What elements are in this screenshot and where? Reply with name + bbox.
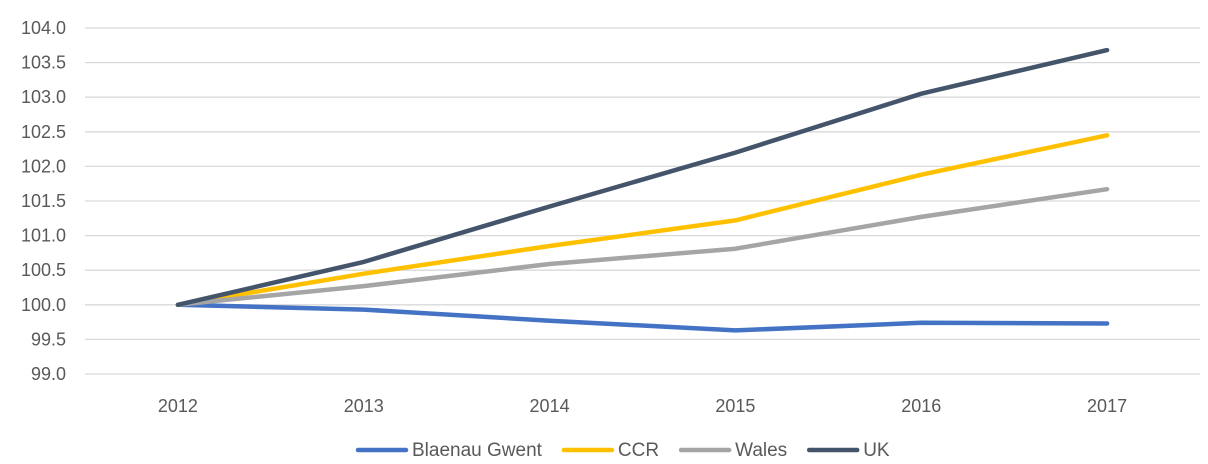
y-tick-label: 99.0: [31, 364, 66, 384]
series-line-uk: [175, 47, 1110, 308]
y-tick-label: 101.0: [21, 226, 66, 246]
x-tick-label: 2012: [158, 396, 198, 416]
series-lines: [175, 47, 1110, 333]
series-line-blaenau-gwent: [175, 302, 1110, 333]
legend-item: CCR: [561, 440, 659, 461]
x-tick-label: 2016: [901, 396, 941, 416]
y-tick-label: 101.5: [21, 191, 66, 211]
x-tick-label: 2015: [715, 396, 755, 416]
legend-label: UK: [863, 440, 890, 461]
y-tick-label: 100.5: [21, 260, 66, 280]
series-line-wales: [175, 186, 1110, 308]
y-tick-label: 99.5: [31, 329, 66, 349]
y-axis: 99.0 99.5 100.0 100.5 101.0 101.5 102.0 102.5 10…: [21, 18, 66, 384]
x-tick-label: 2013: [344, 396, 384, 416]
legend-item: Blaenau Gwent: [355, 440, 543, 461]
x-tick-label: 2014: [530, 396, 570, 416]
series-line-ccr: [175, 133, 1110, 308]
y-tick-label: 103.0: [21, 87, 66, 107]
y-tick-label: 100.0: [21, 295, 66, 315]
legend-item: UK: [806, 440, 890, 461]
x-tick-label: 2017: [1087, 396, 1127, 416]
legend-label: Blaenau Gwent: [412, 440, 543, 461]
y-tick-label: 104.0: [21, 18, 66, 38]
legend-item: Wales: [678, 440, 787, 461]
gridlines: [85, 27, 1200, 375]
y-tick-label: 102.0: [21, 156, 66, 176]
y-tick-label: 103.5: [21, 53, 66, 73]
legend-label: Wales: [735, 440, 787, 461]
x-axis: 2012 2013 2014 2015 2016 2017: [158, 396, 1127, 416]
y-tick-label: 102.5: [21, 122, 66, 142]
legend-label: CCR: [618, 440, 659, 461]
legend: Blaenau Gwent CCR Wales UK: [355, 440, 890, 461]
